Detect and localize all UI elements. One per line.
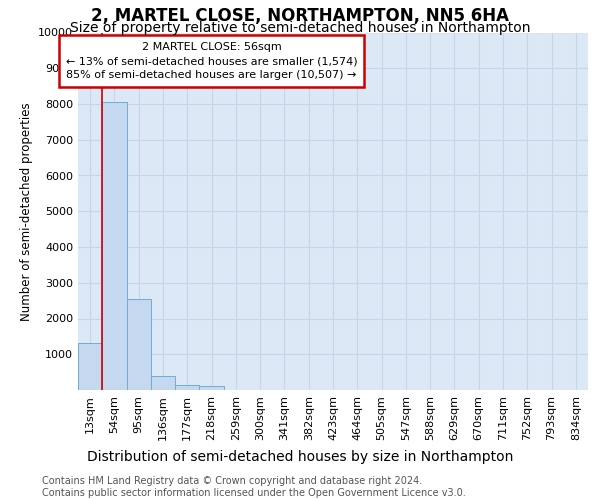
Bar: [199, 386, 224, 390]
Text: 2 MARTEL CLOSE: 56sqm
← 13% of semi-detached houses are smaller (1,574)
85% of s: 2 MARTEL CLOSE: 56sqm ← 13% of semi-deta…: [66, 42, 358, 80]
Y-axis label: Number of semi-detached properties: Number of semi-detached properties: [20, 102, 32, 320]
Bar: [78, 343, 102, 390]
Bar: [127, 299, 151, 390]
Text: Size of property relative to semi-detached houses in Northampton: Size of property relative to semi-detach…: [70, 21, 530, 35]
Text: 2, MARTEL CLOSE, NORTHAMPTON, NN5 6HA: 2, MARTEL CLOSE, NORTHAMPTON, NN5 6HA: [91, 8, 509, 26]
Bar: [151, 376, 175, 390]
Bar: [175, 384, 199, 390]
Bar: [102, 102, 127, 390]
Text: Distribution of semi-detached houses by size in Northampton: Distribution of semi-detached houses by …: [87, 450, 513, 464]
Text: Contains HM Land Registry data © Crown copyright and database right 2024.
Contai: Contains HM Land Registry data © Crown c…: [42, 476, 466, 498]
